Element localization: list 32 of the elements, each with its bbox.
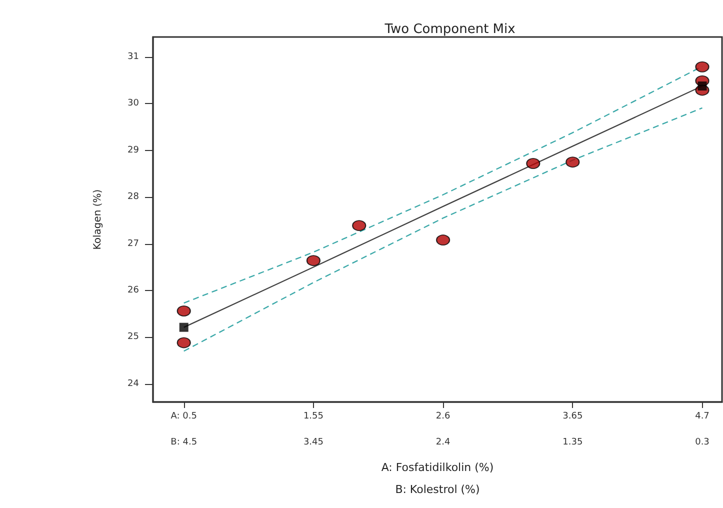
point [526, 158, 540, 169]
point [352, 220, 366, 232]
x2-tick-label: B: 4.5 [170, 438, 198, 448]
x-tick-label: 2.6 [436, 412, 450, 422]
x-tick-label: 4.7 [695, 412, 710, 422]
y-tick-label: 26 [128, 285, 140, 296]
point [176, 337, 191, 348]
line-series [183, 107, 703, 352]
y-axis-title: Kolagen (%) [92, 189, 104, 250]
point [566, 156, 580, 168]
x2-tick-label: 1.35 [562, 438, 583, 448]
y-tick-label: 30 [128, 98, 140, 109]
x2-tick-label: 0.3 [695, 438, 710, 448]
point [436, 234, 450, 246]
x2-axis-title: B: Kolestrol (%) [395, 483, 480, 496]
point [306, 255, 320, 266]
chart-title: Two Component Mix [384, 22, 516, 37]
x-tick-label: A: 0.5 [170, 412, 197, 422]
point [179, 322, 188, 332]
x-axis-title: A: Fosfatidilkolin (%) [381, 461, 494, 474]
x-tick-label: 1.55 [303, 412, 324, 422]
point [695, 61, 710, 72]
x2-tick-label: 2.4 [436, 438, 450, 448]
y-tick-label: 31 [128, 52, 139, 62]
point [176, 305, 191, 316]
y-tick-label: 27 [128, 238, 139, 249]
y-tick-label: 24 [128, 378, 140, 389]
y-tick-label: 29 [128, 145, 140, 156]
x2-tick-label: 3.45 [303, 438, 324, 448]
y-tick-label: 25 [128, 332, 139, 342]
x-tick-label: 3.65 [562, 412, 583, 422]
y-tick-label: 28 [128, 192, 140, 202]
